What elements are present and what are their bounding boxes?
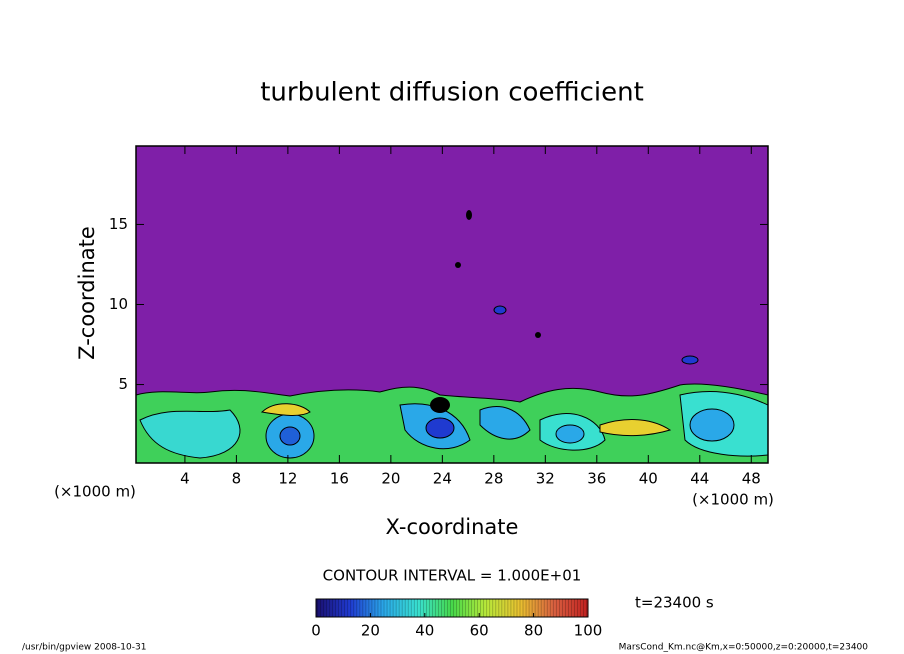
- time-label: t=23400 s: [635, 594, 714, 612]
- colorbar-tick-label: 0: [311, 622, 321, 640]
- x-tick-label: 48: [742, 470, 761, 488]
- y-tick-label: 5: [118, 375, 128, 393]
- contour-interval: CONTOUR INTERVAL = 1.000E+01: [323, 567, 582, 585]
- colorbar-tick-label: 80: [524, 622, 543, 640]
- chart-title: turbulent diffusion coefficient: [260, 78, 644, 108]
- colorbar-tick-label: 60: [470, 622, 489, 640]
- x-tick-label: 36: [587, 470, 606, 488]
- colorbar-tick-label: 20: [361, 622, 380, 640]
- y-axis-label: Z-coordinate: [75, 226, 99, 360]
- x-tick-label: 44: [690, 470, 709, 488]
- x-tick-label: 20: [381, 470, 400, 488]
- y-tick-label: 10: [109, 295, 128, 313]
- x-axis-label: X-coordinate: [386, 515, 519, 539]
- colorbar-tick-label: 100: [574, 622, 603, 640]
- x-tick-label: 12: [278, 470, 297, 488]
- x-unit-label: (×1000 m): [54, 483, 136, 501]
- x-tick-label: 40: [639, 470, 658, 488]
- field-texture: [136, 210, 768, 463]
- x-tick-label: 8: [232, 470, 242, 488]
- x-tick-label: 28: [484, 470, 503, 488]
- colorbar: [315, 598, 589, 618]
- footer-right: MarsCond_Km.nc@Km,x=0:50000,z=0:20000,t=…: [619, 643, 869, 653]
- x-tick-label: 4: [180, 470, 190, 488]
- x-tick-label: 16: [330, 470, 349, 488]
- x-tick-label: 32: [536, 470, 555, 488]
- x-unit-label: (×1000 m): [692, 491, 774, 509]
- footer-left: /usr/bin/gpview 2008-10-31: [22, 643, 146, 653]
- x-tick-label: 24: [433, 470, 452, 488]
- y-tick-label: 15: [109, 215, 128, 233]
- colorbar-tick-label: 40: [415, 622, 434, 640]
